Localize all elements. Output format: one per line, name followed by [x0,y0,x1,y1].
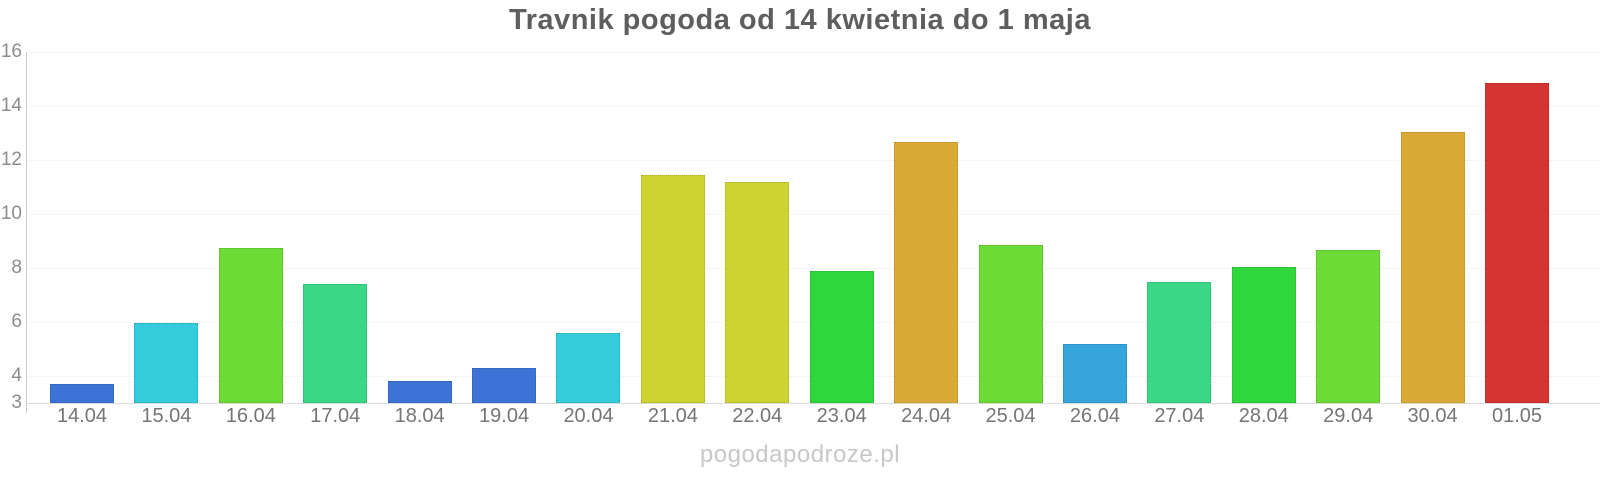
y-gridline [26,52,1600,53]
bar-22.04[interactable] [725,181,790,403]
x-axis-line [26,403,1600,404]
x-axis-label: 19.04 [479,405,530,427]
bar-19.04[interactable] [472,367,537,403]
bar-15.04[interactable] [134,323,199,403]
x-axis-label: 01.05 [1491,405,1543,427]
bar-01.05[interactable] [1485,83,1549,403]
x-axis-label: 17.04 [310,405,361,427]
y-gridline [26,214,1600,215]
bar-25.04[interactable] [978,245,1043,403]
x-axis-label: 29.04 [1323,405,1374,427]
y-axis-label: 12 [0,149,22,170]
x-axis-label: 16.04 [225,405,276,427]
bar-23.04[interactable] [809,270,874,403]
bar-16.04[interactable] [218,247,283,403]
x-axis-label: 18.04 [394,405,445,427]
y-gridline [26,160,1600,161]
x-axis-label: 25.04 [985,405,1036,427]
x-axis-label: 22.04 [732,405,783,427]
y-axis-label: 3 [11,392,22,413]
x-axis-label: 15.04 [141,405,192,427]
x-axis-label: 24.04 [901,405,952,427]
y-axis-label: 4 [11,365,22,386]
watermark-text: pogodapodroze.pl [699,441,901,468]
y-axis-label: 16 [0,41,22,62]
bar-21.04[interactable] [640,174,705,403]
bar-18.04[interactable] [387,381,452,403]
x-axis-label: 26.04 [1069,405,1120,427]
y-gridline [26,268,1600,269]
bar-29.04[interactable] [1316,250,1381,403]
bar-20.04[interactable] [556,332,621,403]
x-axis-label: 21.04 [647,405,698,427]
x-axis-label: 14.04 [56,405,108,427]
y-axis-label: 14 [0,95,22,116]
x-axis-label: 27.04 [1154,405,1205,427]
x-axis-label: 28.04 [1238,405,1289,427]
bar-26.04[interactable] [1062,343,1127,403]
y-axis-line [26,52,27,413]
bar-30.04[interactable] [1400,131,1465,403]
x-axis-label: 20.04 [563,405,614,427]
y-gridline [26,106,1600,107]
bar-17.04[interactable] [303,284,368,403]
x-axis-label: 23.04 [816,405,867,427]
y-axis-label: 10 [0,203,22,224]
chart-title: Travnik pogoda od 14 kwietnia do 1 maja [509,4,1091,36]
bar-24.04[interactable] [894,142,959,403]
bar-14.04[interactable] [50,384,114,403]
x-axis-label: 30.04 [1407,405,1458,427]
y-axis-label: 6 [11,311,22,332]
y-axis-label: 8 [11,257,22,278]
bar-28.04[interactable] [1231,266,1296,403]
bar-27.04[interactable] [1147,281,1212,403]
